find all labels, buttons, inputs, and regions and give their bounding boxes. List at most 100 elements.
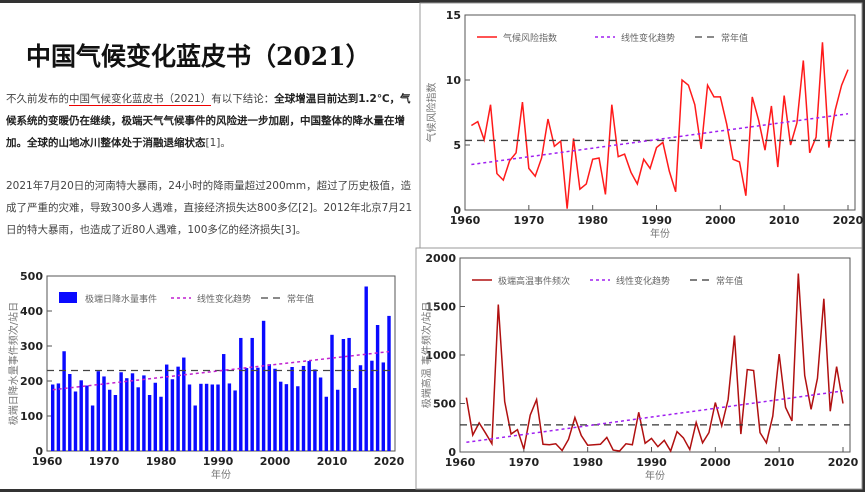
- series-line: [470, 42, 849, 209]
- y-tick-label: 0: [448, 446, 456, 459]
- legend-label-normal: 常年值: [716, 275, 743, 287]
- y-axis-title: 气候风险指数: [425, 83, 438, 143]
- bar: [153, 382, 158, 451]
- bar: [68, 374, 72, 451]
- y-tick-label: 300: [20, 340, 43, 353]
- x-tick-label: 2020: [828, 456, 859, 469]
- bar: [50, 384, 55, 451]
- bar: [204, 383, 209, 451]
- x-tick-label: 2010: [764, 456, 795, 469]
- legend-label-normal: 常年值: [287, 293, 314, 305]
- chart-heat: 0 500 1000 1500 2000 1960 1970 1980 1990 2000 2010…: [415, 247, 863, 490]
- bar: [296, 386, 300, 451]
- bar: [182, 357, 186, 451]
- chart-rain: 0 100 200 300 400 500 1960 1970 1980 1990 2000 2010…: [7, 270, 405, 481]
- bar: [347, 337, 351, 451]
- legend-label-normal: 常年值: [721, 32, 748, 44]
- trend-line: [52, 350, 390, 391]
- bar: [199, 383, 203, 451]
- y-tick-label: 5: [453, 139, 461, 152]
- x-tick-label: 2020: [374, 455, 405, 468]
- bar: [216, 384, 220, 451]
- bar: [136, 387, 140, 451]
- bar: [142, 375, 146, 451]
- x-axis-title: 年份: [650, 227, 670, 240]
- x-tick-label: 2000: [700, 456, 731, 469]
- trend-line: [466, 390, 844, 444]
- bar: [227, 383, 232, 451]
- y-tick-label: 500: [20, 270, 43, 283]
- bar: [233, 390, 237, 451]
- bar: [187, 384, 192, 451]
- x-tick-label: 1990: [636, 456, 667, 469]
- x-tick-label: 2010: [769, 214, 800, 227]
- bar: [107, 389, 112, 451]
- plot-area: [46, 275, 396, 452]
- y-tick-label: 15: [446, 9, 461, 22]
- bar: [375, 325, 380, 451]
- bar: [244, 368, 249, 451]
- bar: [370, 360, 374, 451]
- bar: [147, 395, 152, 451]
- bar: [278, 381, 283, 451]
- x-tick-label: 1960: [32, 455, 63, 468]
- x-tick-label: 2020: [833, 214, 864, 227]
- legend-label-series: 极端高温事件频次: [498, 275, 570, 287]
- bar: [102, 376, 106, 451]
- x-tick-label: 1960: [445, 456, 476, 469]
- bar: [330, 334, 334, 451]
- bar: [353, 388, 357, 451]
- bar: [73, 391, 78, 451]
- legend-label-series: 极端日降水量事件: [85, 293, 157, 305]
- bar: [307, 361, 311, 451]
- bar: [256, 367, 260, 451]
- bar: [125, 378, 129, 451]
- y-tick-label: 1500: [425, 301, 456, 314]
- ref-1-link[interactable]: [1]。: [205, 137, 231, 149]
- p1-mid: 有以下结论：: [211, 93, 275, 105]
- y-tick-label: 100: [20, 410, 43, 423]
- page-title: 中国气候变化蓝皮书（2021）: [26, 42, 371, 71]
- paragraph-conclusions: 不久前发布的中国气候变化蓝皮书（2021）有以下结论：全球增温目前达到1.2℃，…: [6, 88, 416, 154]
- x-tick-label: 1970: [89, 455, 120, 468]
- y-tick-label: 2000: [425, 252, 456, 265]
- plot-area: [459, 257, 851, 453]
- x-tick-label: 1970: [509, 456, 540, 469]
- bar: [210, 384, 215, 451]
- bar: [301, 365, 306, 451]
- y-tick-label: 1000: [425, 349, 456, 362]
- x-tick-label: 2000: [260, 455, 291, 468]
- bar: [193, 405, 197, 451]
- bluebook-link[interactable]: 中国气候变化蓝皮书（2021）: [69, 93, 212, 106]
- bar: [358, 365, 363, 451]
- x-tick-label: 1960: [450, 214, 481, 227]
- x-tick-label: 2010: [317, 455, 348, 468]
- legend-label-trend: 线性变化趋势: [197, 293, 251, 305]
- legend-swatch: [59, 292, 77, 303]
- bar: [318, 377, 323, 451]
- bar: [130, 373, 135, 451]
- p1-lead: 不久前发布的: [6, 93, 69, 105]
- bar: [79, 380, 83, 451]
- bar: [239, 337, 243, 451]
- bar: [85, 385, 89, 451]
- x-tick-label: 1980: [572, 456, 603, 469]
- x-tick-label: 1970: [514, 214, 545, 227]
- y-tick-label: 10: [446, 74, 462, 87]
- bar: [96, 371, 101, 451]
- bar: [284, 384, 289, 451]
- bar: [267, 364, 272, 451]
- bar: [221, 354, 226, 451]
- y-tick-label: 0: [35, 445, 43, 458]
- bar: [159, 396, 163, 451]
- bar: [113, 395, 118, 451]
- bar: [176, 366, 180, 451]
- bar: [273, 368, 277, 451]
- y-axis-title: 极端高温 事件频次/站日: [420, 302, 433, 409]
- x-tick-label: 1980: [577, 214, 608, 227]
- y-tick-label: 0: [453, 204, 461, 217]
- y-axis-title: 极端日降水量事件频次/站日: [7, 302, 20, 425]
- chart-panel-border: [415, 247, 863, 490]
